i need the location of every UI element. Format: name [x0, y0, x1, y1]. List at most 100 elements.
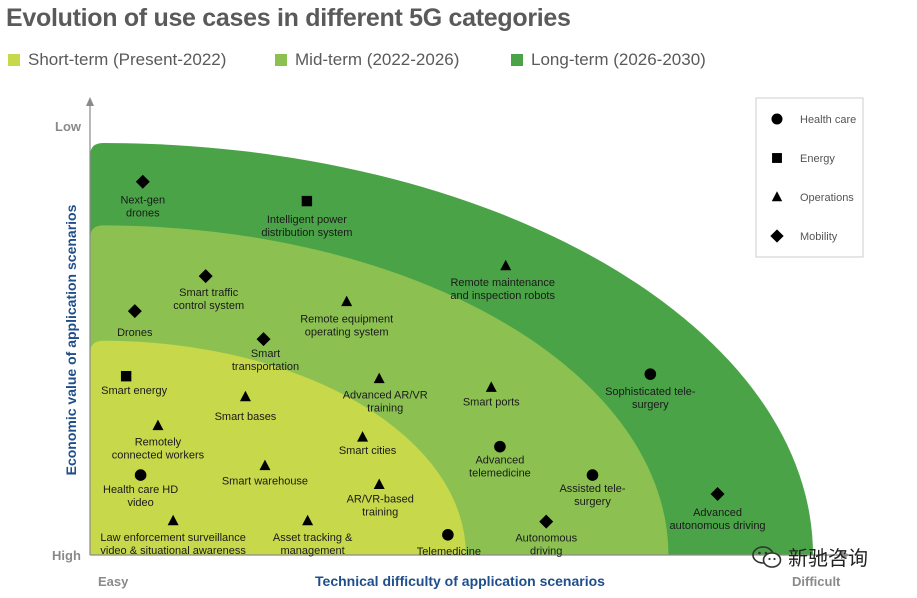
- point-intelligent-power-distribution-system: Intelligent power distribution system: [261, 195, 352, 239]
- point-marker-health-care: [134, 469, 147, 481]
- point-marker-operations: [357, 431, 369, 442]
- point-remote-equipment-operating-system: Remote equipment operating system: [300, 295, 393, 339]
- point-next-gen-drones: Next-gen drones: [120, 174, 165, 220]
- point-marker-health-care: [442, 529, 454, 541]
- point-label: Assisted tele-surgery: [559, 483, 625, 508]
- phase-short-term-swatch: [8, 54, 20, 66]
- point-label: Smart traffic control system: [173, 287, 244, 312]
- point-advanced-ar-vr-training: Advanced AR/VR training: [343, 372, 428, 415]
- circle-icon: [771, 113, 783, 125]
- point-marker-mobility: [127, 304, 142, 319]
- point-label: Smart ports: [463, 396, 520, 408]
- point-health-care-hd-video: Health care HD video: [103, 469, 178, 509]
- point-drones: Drones: [117, 304, 153, 339]
- point-telemedicine: Telemedicine: [417, 529, 481, 558]
- legend-label: Mobility: [800, 231, 838, 243]
- point-smart-warehouse: Smart warehouse: [222, 459, 308, 488]
- phase-long-term: Long-term (2026-2030): [511, 50, 706, 70]
- point-marker-health-care: [494, 440, 506, 453]
- point-label: Asset tracking & management: [273, 532, 353, 557]
- point-marker-mobility: [539, 514, 554, 529]
- legend-item-health-care: Health care: [771, 113, 856, 126]
- phase-long-term-swatch: [511, 54, 523, 66]
- point-marker-operations: [485, 381, 497, 392]
- point-label: AR/VR-based training: [347, 494, 414, 519]
- point-label: Advanced autonomous driving: [670, 507, 766, 532]
- point-label: Next-gen drones: [120, 195, 165, 220]
- point-assisted-tele-surgery: Assisted tele-surgery: [559, 469, 626, 508]
- phase-zones: [90, 143, 813, 555]
- chart-title: Evolution of use cases in different 5G c…: [6, 4, 571, 32]
- point-label: Law enforcement surveillance video & situ…: [100, 532, 246, 557]
- point-smart-bases: Smart bases: [215, 390, 277, 423]
- marker-legend: Health care Energy Operations Mobility: [770, 113, 856, 243]
- point-label: Remote equipment operating system: [300, 314, 393, 339]
- point-label: Remote maintenance and inspection robots: [450, 277, 555, 302]
- legend-label: Energy: [800, 153, 835, 165]
- point-advanced-telemedicine: Advanced telemedicine: [469, 440, 531, 480]
- point-label: Advanced AR/VR training: [343, 390, 428, 415]
- point-label: Health care HD video: [103, 484, 178, 509]
- triangle-icon: [771, 191, 783, 202]
- legend-item-operations: Operations: [771, 191, 854, 204]
- phase-mid-term-swatch: [275, 54, 287, 66]
- legend-label: Health care: [800, 114, 856, 126]
- point-marker-operations: [500, 259, 512, 271]
- point-marker-mobility: [256, 332, 271, 347]
- wechat-icon: [752, 545, 782, 568]
- point-label: Drones: [117, 327, 153, 339]
- point-label: Smart transportation: [232, 348, 299, 373]
- x-axis-title: Technical difficulty of application scen…: [315, 573, 605, 589]
- point-advanced-autonomous-driving: Advanced autonomous driving: [670, 487, 766, 532]
- point-marker-energy: [120, 370, 132, 382]
- point-marker-health-care: [586, 469, 599, 481]
- point-marker-mobility: [198, 269, 213, 284]
- point-label: Smart warehouse: [222, 476, 308, 488]
- phase-mid-term-label: Mid-term (2022-2026): [295, 50, 460, 69]
- y-axis-top-label: Low: [55, 119, 82, 134]
- x-axis-max-label: Difficult: [792, 574, 841, 589]
- phase-legend: Short-term (Present-2022) Mid-term (2022…: [8, 50, 913, 72]
- point-asset-tracking-management: Asset tracking & management: [273, 514, 353, 557]
- point-law-enforcement-surveillance-video-situational-awareness: Law enforcement surveillance video & situ…: [100, 514, 246, 557]
- point-label: Remotely connected workers: [112, 437, 205, 462]
- data-points: Next-gen drones Intelligent power distribut…: [100, 174, 766, 558]
- legend-item-energy: Energy: [772, 153, 835, 165]
- point-marker-operations: [341, 295, 353, 307]
- point-label: Smart energy: [101, 385, 168, 397]
- square-icon: [772, 153, 782, 163]
- phase-short-term: Short-term (Present-2022): [8, 50, 226, 70]
- point-marker-operations: [167, 514, 179, 526]
- phase-short-term-label: Short-term (Present-2022): [28, 50, 227, 69]
- y-axis-arrow-icon: [86, 97, 94, 106]
- point-smart-cities: Smart cities: [339, 431, 397, 457]
- phase-mid-term: Mid-term (2022-2026): [275, 50, 459, 70]
- point-label: Smart cities: [339, 445, 397, 457]
- point-smart-transportation: Smart transportation: [232, 332, 299, 373]
- phase-zone-short-term: [90, 340, 466, 555]
- point-label: Autonomous driving: [515, 533, 577, 558]
- y-axis-title: Economic value of application scenarios: [63, 204, 79, 475]
- point-marker-operations: [302, 514, 314, 526]
- phase-long-term-label: Long-term (2026-2030): [531, 50, 706, 69]
- point-label: Advanced telemedicine: [469, 455, 531, 480]
- legend-label: Operations: [800, 192, 854, 204]
- point-label: Intelligent power distribution system: [261, 214, 352, 239]
- point-remotely-connected-workers: Remotely connected workers: [112, 419, 205, 462]
- diamond-icon: [770, 229, 784, 243]
- watermark: 新驰咨询: [752, 542, 868, 571]
- legend-box: [755, 97, 864, 258]
- point-label: Telemedicine: [417, 546, 481, 558]
- x-axis-arrow-icon: [841, 551, 850, 559]
- point-marker-operations: [152, 419, 164, 431]
- point-marker-health-care: [644, 368, 657, 380]
- point-smart-energy: Smart energy: [101, 370, 168, 397]
- point-smart-traffic-control-system: Smart traffic control system: [173, 269, 244, 312]
- x-axis-min-label: Easy: [98, 574, 129, 589]
- point-marker-mobility: [135, 174, 150, 189]
- point-marker-operations: [239, 390, 251, 402]
- point-label: Smart bases: [215, 411, 277, 423]
- point-remote-maintenance-and-inspection-robots: Remote maintenance and inspection robots: [450, 259, 556, 302]
- point-label: Sophisticated tele-surgery: [605, 386, 696, 411]
